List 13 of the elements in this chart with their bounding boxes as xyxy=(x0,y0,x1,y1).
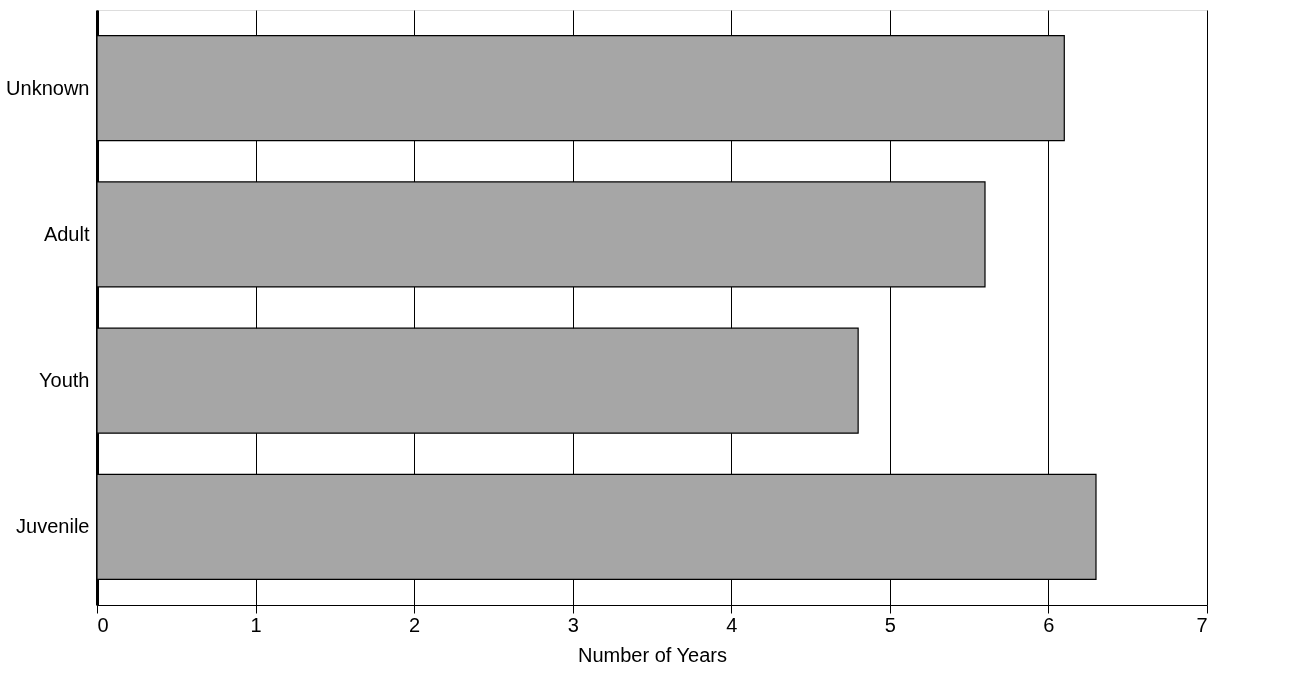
x-tick-label: 7 xyxy=(1196,613,1208,636)
y-tick-label: Unknown xyxy=(6,76,90,99)
x-tick-label: 1 xyxy=(250,613,262,636)
x-tick-label: 4 xyxy=(726,613,738,636)
x-tick-label: 5 xyxy=(884,613,896,636)
y-tick-label: Youth xyxy=(39,369,90,392)
x-tick-label: 0 xyxy=(97,613,109,636)
x-axis-title: Number of Years xyxy=(578,643,727,666)
x-tick-label: 2 xyxy=(409,613,421,636)
x-tick-label: 6 xyxy=(1043,613,1055,636)
y-tick-label: Adult xyxy=(43,222,90,245)
x-tick-label: 3 xyxy=(567,613,579,636)
y-tick-label: Juvenile xyxy=(16,515,90,538)
